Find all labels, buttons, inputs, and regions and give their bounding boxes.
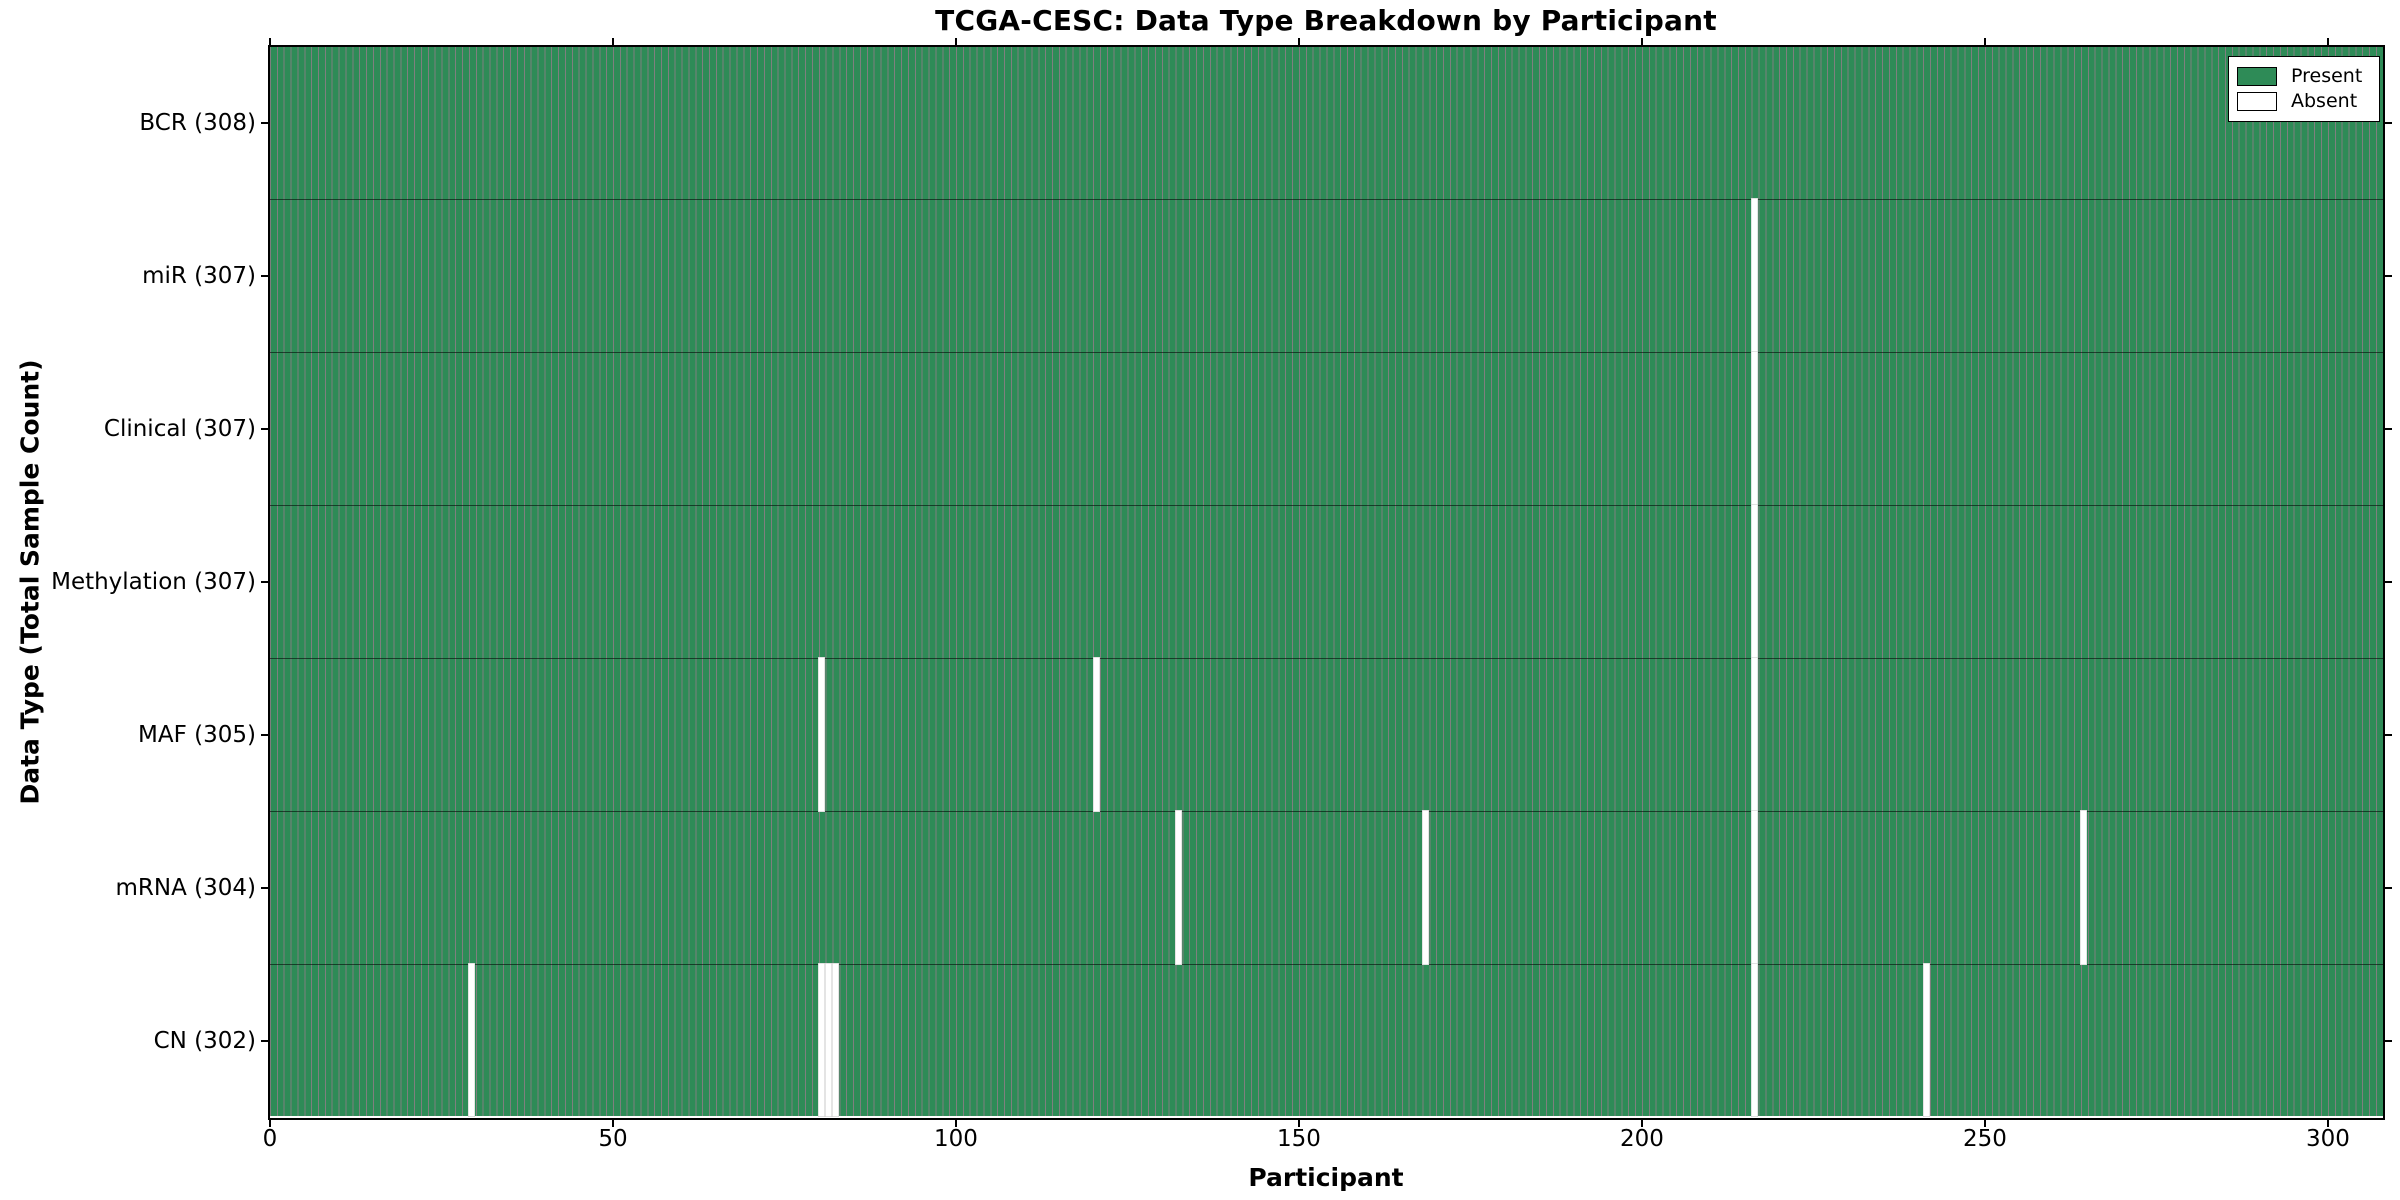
absent-bar-cn-81 bbox=[825, 962, 832, 1118]
heatmap-row-mir bbox=[269, 199, 2384, 353]
x-tick-bottom bbox=[1297, 1119, 1300, 1127]
row-divider bbox=[269, 657, 2384, 659]
present-swatch bbox=[2237, 67, 2277, 86]
x-tick-top bbox=[269, 37, 271, 45]
y-tick-left bbox=[260, 733, 268, 736]
heatmap-row-bcr bbox=[269, 46, 2384, 200]
heatmap-row-maf bbox=[269, 657, 2384, 811]
plot-area bbox=[267, 44, 2386, 1120]
row-divider bbox=[269, 199, 2384, 201]
chart-title: TCGA-CESC: Data Type Breakdown by Partic… bbox=[935, 4, 1717, 37]
legend-entry-absent: Absent bbox=[2237, 89, 2371, 114]
x-tick-bottom bbox=[1983, 1119, 1986, 1127]
x-tick-top bbox=[1297, 37, 1300, 45]
x-tick-bottom bbox=[611, 1119, 614, 1127]
legend: Present Absent bbox=[2228, 56, 2380, 122]
x-tick-bottom bbox=[2326, 1119, 2329, 1127]
absent-bar-mrna-168 bbox=[1421, 809, 1429, 965]
x-tick-label: 0 bbox=[262, 1126, 278, 1152]
y-tick-left bbox=[260, 581, 268, 583]
heatmap-row-clinical bbox=[269, 352, 2384, 506]
row-divider bbox=[269, 810, 2384, 812]
y-tick-left bbox=[260, 122, 268, 125]
heatmap-row-mrna bbox=[269, 810, 2384, 964]
x-tick-label: 300 bbox=[2305, 1126, 2350, 1152]
x-axis-title: Participant bbox=[1248, 1163, 1404, 1192]
y-tick-left bbox=[260, 428, 268, 431]
absent-bar-mrna-132 bbox=[1174, 809, 1182, 965]
absent-bar-cn-82 bbox=[831, 962, 839, 1118]
legend-label-present: Present bbox=[2291, 65, 2363, 87]
x-tick-top bbox=[2326, 37, 2329, 45]
y-tick-right bbox=[2385, 1039, 2393, 1042]
absent-bar-mrna-264 bbox=[2080, 809, 2088, 965]
absent-bar-methylation-216 bbox=[1751, 504, 1759, 659]
y-tick-label-bcr: BCR (308) bbox=[139, 110, 256, 137]
y-tick-label-clinical: Clinical (307) bbox=[103, 416, 256, 443]
legend-entry-present: Present bbox=[2237, 64, 2371, 89]
x-tick-label: 150 bbox=[1277, 1126, 1321, 1152]
x-tick-bottom bbox=[954, 1119, 957, 1127]
x-tick-label: 50 bbox=[598, 1126, 628, 1152]
absent-bar-maf-120 bbox=[1092, 656, 1100, 812]
x-tick-label: 200 bbox=[1619, 1126, 1664, 1152]
row-divider bbox=[269, 352, 2384, 354]
y-tick-left bbox=[260, 1039, 268, 1042]
heatmap-row-methylation bbox=[269, 505, 2384, 658]
y-tick-left bbox=[260, 275, 268, 278]
x-tick-top bbox=[954, 37, 957, 45]
x-tick-bottom bbox=[269, 1119, 271, 1127]
legend-label-absent: Absent bbox=[2291, 90, 2358, 112]
y-tick-right bbox=[2385, 275, 2393, 278]
y-tick-right bbox=[2385, 428, 2393, 431]
y-tick-right bbox=[2385, 122, 2393, 125]
absent-bar-cn-80 bbox=[818, 962, 826, 1118]
absent-bar-cn-216 bbox=[1751, 962, 1759, 1118]
absent-bar-clinical-216 bbox=[1751, 351, 1759, 507]
x-tick-top bbox=[1640, 37, 1643, 45]
x-tick-bottom bbox=[1640, 1119, 1643, 1127]
y-tick-right bbox=[2385, 886, 2393, 889]
y-tick-label-maf: MAF (305) bbox=[138, 721, 256, 748]
row-divider bbox=[269, 963, 2384, 965]
x-tick-top bbox=[611, 37, 614, 45]
x-tick-label: 250 bbox=[1962, 1126, 2007, 1152]
absent-bar-cn-241 bbox=[1922, 962, 1930, 1118]
absent-bar-cn-29 bbox=[468, 962, 476, 1118]
y-tick-right bbox=[2385, 581, 2393, 583]
absent-swatch bbox=[2237, 92, 2277, 111]
y-tick-label-cn: CN (302) bbox=[153, 1027, 256, 1054]
x-tick-label: 100 bbox=[934, 1126, 978, 1152]
absent-bar-mrna-216 bbox=[1751, 809, 1759, 965]
absent-bar-maf-216 bbox=[1751, 656, 1759, 812]
y-tick-label-methylation: Methylation (307) bbox=[51, 569, 256, 595]
y-tick-left bbox=[260, 886, 268, 889]
y-tick-label-mrna: mRNA (304) bbox=[115, 874, 256, 901]
absent-bar-mir-216 bbox=[1751, 198, 1759, 354]
heatmap-row-cn bbox=[269, 963, 2384, 1117]
absent-bar-maf-80 bbox=[818, 656, 826, 812]
row-divider bbox=[269, 505, 2384, 507]
y-tick-right bbox=[2385, 733, 2393, 736]
y-tick-label-mir: miR (307) bbox=[142, 263, 256, 290]
x-tick-top bbox=[1983, 37, 1986, 45]
